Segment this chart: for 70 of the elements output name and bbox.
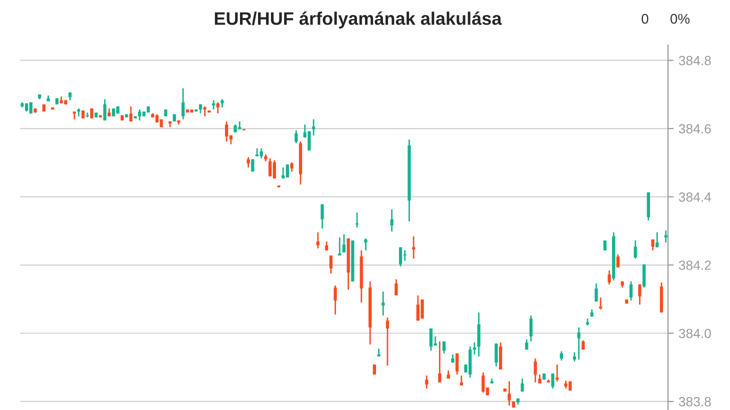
- candlestick: [103, 98, 106, 122]
- candlestick: [556, 364, 559, 382]
- candlestick: [482, 372, 485, 394]
- candlestick: [664, 230, 668, 244]
- y-tick-label: 384.8: [678, 56, 711, 66]
- y-tick-label: 384.4: [678, 192, 712, 202]
- candlestick: [608, 270, 611, 286]
- candlestick: [520, 378, 524, 392]
- candlestick: [616, 254, 620, 268]
- candlestick: [572, 352, 576, 362]
- text: 0%: [670, 14, 690, 24]
- candlestick: [212, 100, 216, 110]
- candlestick: [494, 342, 498, 368]
- candlestick: [425, 374, 428, 390]
- candlestick: [342, 234, 346, 254]
- candlestick: [472, 342, 476, 356]
- candlestick: [320, 204, 324, 230]
- candlestick: [394, 278, 398, 296]
- candlestick: [634, 240, 637, 260]
- candlestick: [334, 284, 337, 316]
- candlestick: [246, 156, 250, 168]
- candlestick: [260, 148, 263, 159]
- candlestick: [129, 106, 132, 122]
- y-tick-label: 383.8: [678, 397, 711, 406]
- candlestick: [577, 326, 580, 360]
- candlestick: [456, 352, 459, 376]
- candlestick: [286, 164, 290, 178]
- candlestick: [225, 120, 228, 142]
- candlestick: [268, 158, 272, 178]
- candlestick: [282, 166, 285, 180]
- candlestick: [594, 282, 598, 302]
- candlestick: [403, 250, 406, 262]
- candlestick: [460, 374, 463, 386]
- candlestick: [656, 232, 659, 248]
- candlestick: [438, 340, 442, 384]
- candlestick: [216, 102, 220, 114]
- y-tick-label: 384.2: [678, 260, 711, 270]
- candlestick: [382, 290, 385, 316]
- candlestick: [499, 342, 502, 370]
- candlestick: [138, 108, 142, 122]
- candlestick: [534, 358, 537, 384]
- text: 0: [642, 14, 648, 24]
- candlestick: [308, 130, 311, 152]
- candlestick: [412, 236, 416, 260]
- candlestick: [638, 284, 642, 306]
- candlestick: [364, 238, 368, 252]
- candlestick: [529, 314, 533, 342]
- candlestick: [629, 280, 633, 302]
- candlestick: [386, 316, 390, 366]
- candlestick: [272, 160, 276, 180]
- candlestick: [312, 118, 316, 136]
- candlestick: [203, 106, 206, 117]
- candlestick: [290, 162, 294, 172]
- candlestick: [355, 212, 359, 228]
- candlestick: [599, 296, 602, 310]
- y-tick-label: 384.0: [678, 328, 711, 338]
- candlestick: [398, 246, 402, 268]
- candlestick: [294, 130, 298, 144]
- candlestick: [182, 88, 185, 120]
- candlestick: [560, 350, 564, 362]
- candlestick: [429, 328, 433, 352]
- candlestick: [508, 380, 511, 406]
- candlestick: [390, 208, 394, 232]
- chart-title: EUR/HUF árfolyamának alakulása: [214, 12, 502, 28]
- candlestick: [329, 254, 333, 274]
- candlestick: [642, 264, 646, 288]
- candlestick: [551, 372, 554, 390]
- y-tick-label: 384.6: [678, 124, 711, 134]
- candlestick: [338, 236, 342, 256]
- candlestick: [477, 312, 480, 358]
